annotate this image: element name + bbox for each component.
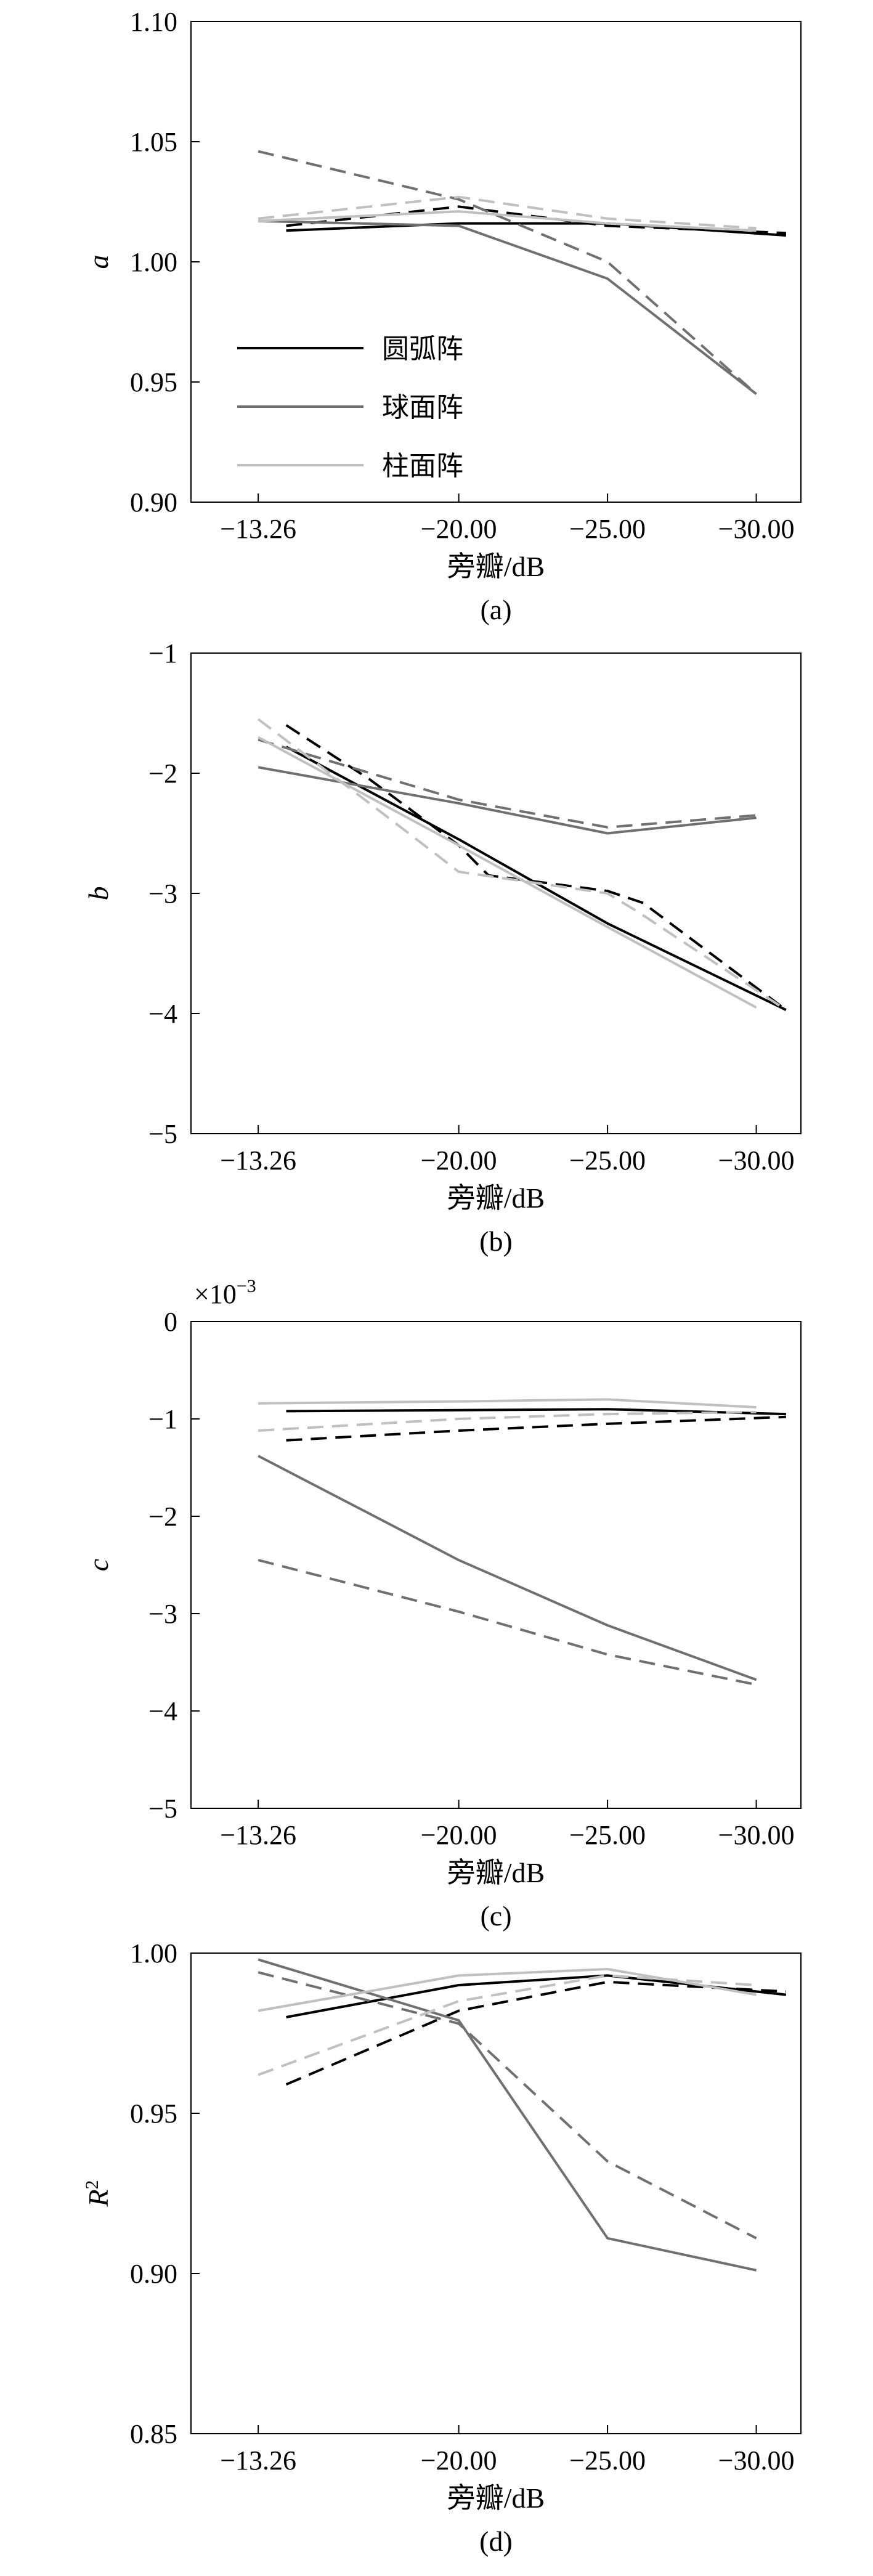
- series-line-a-3: [258, 150, 757, 395]
- y-tick-label: −1: [148, 638, 177, 668]
- x-axis-label: 旁瓣/dB: [447, 2482, 545, 2514]
- series-line-b-4: [258, 736, 757, 1009]
- y-axis-label-superscript: 2: [82, 2180, 102, 2189]
- plot-frame-c: [190, 1321, 802, 1809]
- x-tick-label: −20.00: [421, 1145, 497, 1176]
- panel-label: (a): [480, 594, 511, 625]
- series-line-c-3: [258, 1559, 757, 1686]
- y-axis-label: c: [83, 1559, 114, 1571]
- y-tick-label: 1.10: [130, 7, 177, 37]
- y-tick-label: 0: [164, 1307, 177, 1337]
- panel-a: −13.26 −20.00 −25.00 −30.00 0.90 0.95 1.00 1.05…: [83, 7, 802, 625]
- x-tick-label: −20.00: [421, 514, 497, 544]
- series-line-c-0: [286, 1408, 786, 1416]
- y-tick-label: 1.00: [130, 247, 177, 277]
- x-axis-label: 旁瓣/dB: [447, 1182, 545, 1214]
- x-tick-label: −25.00: [569, 514, 646, 544]
- series-line-a-4: [258, 210, 757, 232]
- plot-frame-b: [190, 652, 802, 1134]
- x-tick-label: −30.00: [718, 1145, 795, 1176]
- plot-frame-d: [190, 1952, 802, 2434]
- series-line-a-0: [286, 222, 787, 237]
- series-line-c-5: [258, 1410, 757, 1432]
- y-tick-label: −3: [148, 879, 177, 909]
- x-tick-label: −25.00: [569, 1820, 646, 1850]
- series-line-a-5: [258, 195, 757, 230]
- panel-label: (d): [479, 2525, 513, 2557]
- panel-label: (c): [480, 1900, 511, 1932]
- y-axis-label: b: [83, 887, 114, 901]
- panel-b: −13.26 −20.00 −25.00 −30.00 −5 −4 −3 −2 −1 b 旁瓣/dB…: [83, 638, 802, 1257]
- x-axis-label: 旁瓣/dB: [447, 1857, 545, 1888]
- plot-frame-a: [190, 21, 802, 503]
- y-tick-label: 1.05: [130, 127, 177, 157]
- x-tick-label: −13.26: [220, 514, 296, 544]
- y-tick-label: −1: [148, 1404, 177, 1434]
- series-line-d-4: [258, 1968, 757, 2012]
- x-tick-label: −13.26: [220, 2445, 296, 2476]
- legend-label: 球面阵: [382, 392, 463, 423]
- legend-label: 柱面阵: [382, 450, 463, 482]
- y-tick-label: −5: [148, 1794, 177, 1824]
- x-tick-label: −30.00: [718, 514, 795, 544]
- x-tick-label: −13.26: [220, 1145, 296, 1176]
- y-tick-label: 1.00: [130, 1938, 177, 1969]
- y-axis-label-text: b: [83, 887, 114, 901]
- x-tick-label: −30.00: [718, 1820, 795, 1850]
- panel-c: −13.26 −20.00 −25.00 −30.00 −5 −4 −3 −2 −1 0 c 旁瓣/d…: [83, 1276, 802, 1932]
- y-tick-label: −4: [148, 1696, 177, 1726]
- series-line-c-1: [286, 1415, 786, 1442]
- x-tick-label: −25.00: [569, 1145, 646, 1176]
- y-tick-label: 0.90: [130, 487, 177, 518]
- legend-label: 圆弧阵: [382, 333, 463, 365]
- y-tick-label: −4: [148, 999, 177, 1029]
- panel-d: −13.26 −20.00 −25.00 −30.00 0.85 0.90 0.95 1.00…: [82, 1938, 802, 2557]
- x-axis-label: 旁瓣/dB: [447, 551, 545, 582]
- scale-multiplier-base: ×10: [194, 1279, 237, 1309]
- y-tick-label: 0.90: [130, 2259, 177, 2289]
- series-line-a-2: [258, 219, 757, 396]
- y-axis-label-text: R: [83, 2189, 114, 2207]
- series-line-d-5: [258, 1974, 757, 2076]
- series-line-b-2: [258, 766, 757, 835]
- y-axis-label: a: [83, 255, 114, 269]
- y-tick-label: −3: [148, 1599, 177, 1629]
- x-tick-label: −25.00: [569, 2445, 646, 2476]
- series-line-d-2: [258, 1958, 757, 2272]
- y-axis-label-text: a: [83, 255, 114, 269]
- y-tick-label: −2: [148, 1501, 177, 1532]
- y-tick-label: −2: [148, 758, 177, 789]
- x-tick-label: −30.00: [718, 2445, 795, 2476]
- panel-label: (b): [479, 1225, 513, 1257]
- y-tick-label: −5: [148, 1119, 177, 1149]
- x-tick-label: −13.26: [220, 1820, 296, 1850]
- series-line-b-3: [258, 738, 757, 829]
- y-axis-label: R2: [82, 2180, 114, 2207]
- series-line-c-4: [258, 1398, 757, 1408]
- y-tick-label: 0.95: [130, 2099, 177, 2129]
- series-line-b-1: [285, 724, 787, 1011]
- x-tick-label: −20.00: [421, 2445, 497, 2476]
- x-tick-label: −20.00: [421, 1820, 497, 1850]
- series-line-c-2: [258, 1455, 757, 1681]
- scale-multiplier: ×10−3: [194, 1276, 256, 1309]
- series-line-d-1: [285, 1980, 787, 2086]
- series-line-d-3: [258, 1971, 757, 2240]
- y-tick-label: 0.95: [130, 367, 177, 397]
- series-line-b-5: [257, 718, 787, 1011]
- y-tick-label: 0.85: [130, 2419, 177, 2449]
- scale-multiplier-exponent: −3: [237, 1276, 256, 1296]
- y-axis-label-text: c: [83, 1559, 114, 1571]
